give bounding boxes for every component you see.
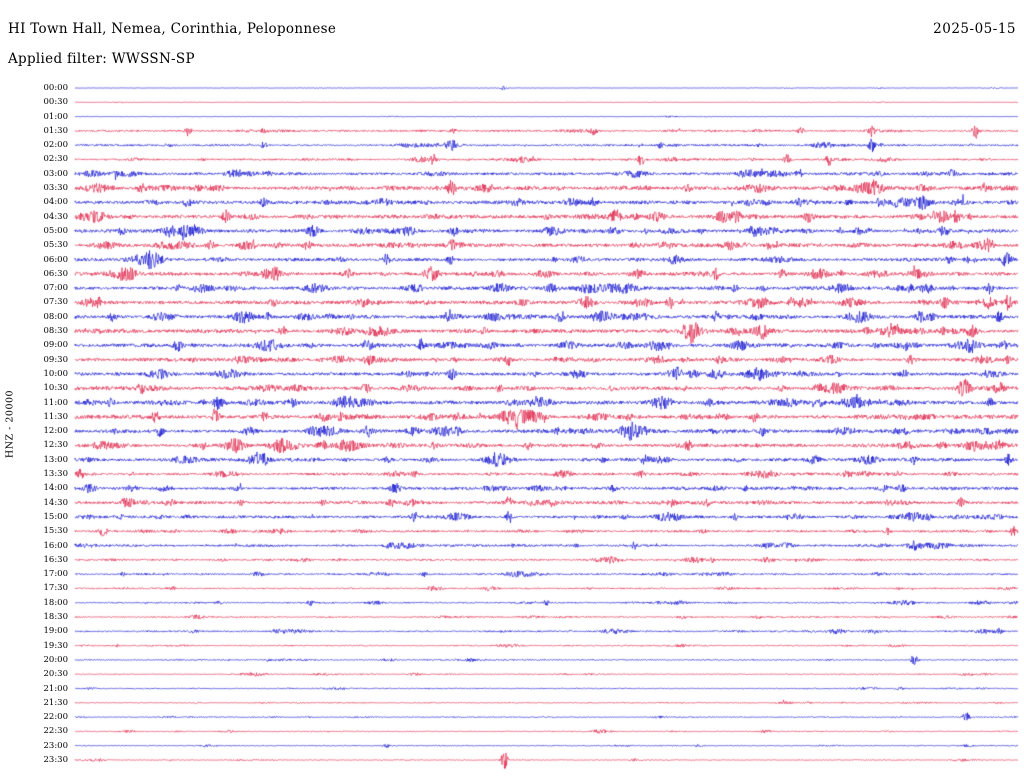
time-label: 12:30 [43,440,69,451]
time-label: 20:00 [43,654,69,665]
time-label: 01:30 [43,125,69,136]
time-label: 08:00 [43,311,69,322]
time-label: 19:30 [43,640,69,651]
time-label: 01:00 [43,111,69,122]
time-label: 06:30 [43,268,69,279]
time-label: 04:00 [43,197,69,208]
time-label: 11:00 [43,397,69,408]
time-label: 11:30 [43,411,69,422]
time-label: 03:00 [43,168,69,179]
time-label: 04:30 [43,211,69,222]
time-label: 13:30 [43,469,69,480]
time-label: 20:30 [43,669,69,680]
time-label: 23:30 [43,755,69,765]
time-label: 17:30 [43,583,69,594]
time-label: 16:30 [43,554,69,565]
time-label: 13:00 [43,454,69,465]
time-label: 03:30 [43,183,69,194]
time-label: 18:00 [43,597,69,608]
time-label: 00:30 [43,97,69,108]
time-label: 10:30 [43,383,69,394]
time-label: 12:00 [43,426,69,437]
time-label: 21:30 [43,697,69,708]
time-label: 18:30 [43,612,69,623]
time-label: 15:30 [43,526,69,537]
time-label: 23:00 [43,740,69,751]
time-label: 10:00 [43,368,69,379]
time-label: 09:30 [43,354,69,365]
time-label: 16:00 [43,540,69,551]
time-label: 19:00 [43,626,69,637]
time-label: 08:30 [43,326,69,337]
time-label: 02:00 [43,140,69,151]
time-label: 06:00 [43,254,69,265]
time-label: 00:00 [43,83,69,93]
time-label: 07:00 [43,283,69,294]
time-label: 05:30 [43,240,69,251]
time-label: 22:00 [43,712,69,723]
time-label: 14:00 [43,483,69,494]
time-label: 22:30 [43,726,69,737]
time-label: 07:30 [43,297,69,308]
time-label: 05:00 [43,225,69,236]
time-label: 02:30 [43,154,69,165]
time-label: 15:00 [43,511,69,522]
time-label: 14:30 [43,497,69,508]
time-label: 21:00 [43,683,69,694]
time-label: 09:00 [43,340,69,351]
time-label: 17:00 [43,569,69,580]
